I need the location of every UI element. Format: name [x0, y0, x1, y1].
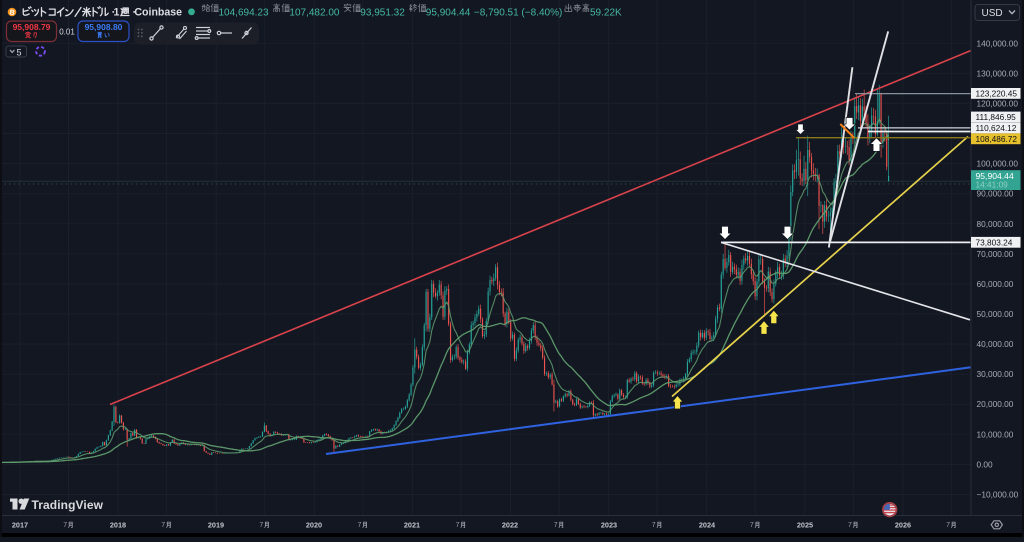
svg-text:130,000.00: 130,000.00 — [977, 68, 1019, 78]
svg-text:2026: 2026 — [895, 521, 911, 530]
svg-text:93,951.32: 93,951.32 — [360, 7, 405, 18]
svg-text:0.00: 0.00 — [977, 459, 994, 469]
svg-text:95,908.79: 95,908.79 — [13, 22, 51, 32]
svg-text:7: 7 — [554, 522, 558, 529]
svg-text:120,000.00: 120,000.00 — [977, 98, 1019, 108]
svg-text:7: 7 — [652, 522, 656, 529]
svg-text:7: 7 — [161, 522, 165, 529]
svg-text:2024: 2024 — [699, 521, 716, 530]
svg-text:100,000.00: 100,000.00 — [977, 159, 1019, 169]
svg-text:5: 5 — [16, 47, 21, 57]
svg-text:2018: 2018 — [110, 521, 126, 530]
svg-text:2025: 2025 — [797, 521, 813, 530]
svg-text:7: 7 — [456, 522, 460, 529]
svg-text:10,000.00: 10,000.00 — [977, 429, 1014, 439]
svg-text:80,000.00: 80,000.00 — [977, 219, 1014, 229]
svg-text:7: 7 — [259, 522, 263, 529]
svg-text:40,000.00: 40,000.00 — [977, 339, 1014, 349]
svg-text:110,624.12: 110,624.12 — [976, 123, 1017, 133]
svg-text:108,486.72: 108,486.72 — [976, 134, 1018, 144]
svg-text:104,694.23: 104,694.23 — [219, 7, 269, 18]
svg-text:140,000.00: 140,000.00 — [977, 38, 1019, 48]
svg-text:95,908.80: 95,908.80 — [85, 22, 123, 32]
svg-text:111,846.95: 111,846.95 — [976, 112, 1017, 122]
svg-text:B: B — [9, 7, 16, 17]
svg-text:2019: 2019 — [208, 521, 224, 530]
svg-text:95,904.44: 95,904.44 — [426, 7, 471, 18]
svg-text:95,904.44: 95,904.44 — [976, 171, 1014, 181]
svg-text:107,482.00: 107,482.00 — [289, 7, 339, 18]
svg-text:7: 7 — [63, 522, 67, 529]
svg-text:7: 7 — [946, 522, 950, 529]
svg-text:90,000.00: 90,000.00 — [977, 189, 1014, 199]
svg-text:1: 1 — [114, 6, 120, 18]
svg-text:USD: USD — [982, 8, 1003, 19]
svg-text:70,000.00: 70,000.00 — [977, 249, 1014, 259]
svg-text:73,803.24: 73,803.24 — [976, 237, 1013, 247]
svg-text:7: 7 — [848, 522, 852, 529]
svg-text:TradingView: TradingView — [32, 498, 104, 512]
svg-text:2022: 2022 — [502, 521, 518, 530]
svg-text:0.01: 0.01 — [59, 28, 75, 37]
svg-text:30,000.00: 30,000.00 — [977, 369, 1014, 379]
svg-text:Coinbase: Coinbase — [134, 6, 182, 18]
svg-text:14:41:09: 14:41:09 — [976, 180, 1009, 190]
svg-text:60,000.00: 60,000.00 — [977, 279, 1014, 289]
svg-text:−8,790.51 (−8.40%): −8,790.51 (−8.40%) — [474, 7, 562, 18]
svg-text:20,000.00: 20,000.00 — [977, 399, 1014, 409]
svg-text:−10,000.00: −10,000.00 — [977, 490, 1019, 500]
svg-text:7: 7 — [750, 522, 754, 529]
svg-text:2020: 2020 — [306, 521, 322, 530]
svg-text:7: 7 — [358, 522, 362, 529]
svg-text:123,220.45: 123,220.45 — [976, 88, 1018, 98]
svg-text:59.22K: 59.22K — [590, 7, 622, 18]
svg-text:2017: 2017 — [12, 521, 28, 530]
svg-text:2023: 2023 — [601, 521, 617, 530]
svg-text:50,000.00: 50,000.00 — [977, 309, 1014, 319]
svg-text:2021: 2021 — [404, 521, 420, 530]
